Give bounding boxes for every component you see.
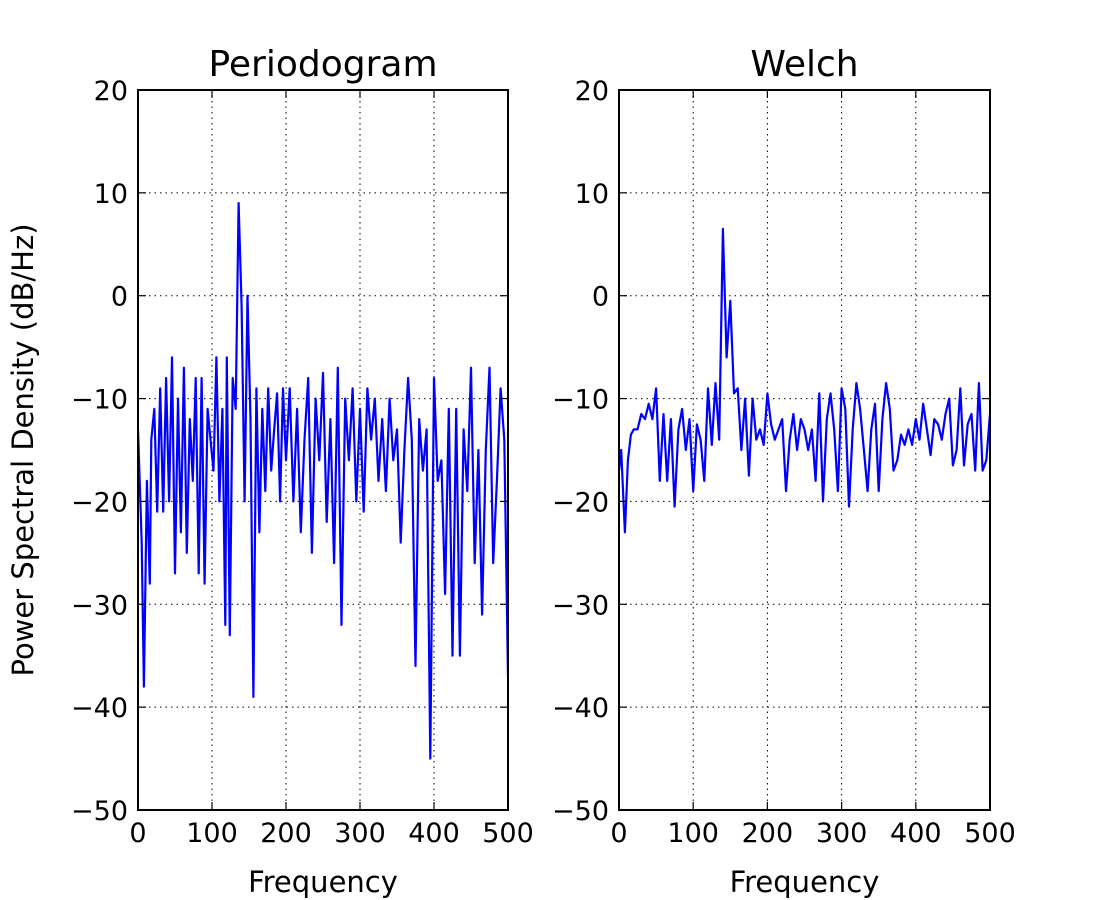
y-tick-label: −20 (71, 487, 128, 518)
x-tick-label: 300 (334, 818, 386, 849)
x-tick-label: 200 (260, 818, 312, 849)
y-tick-label: −10 (552, 385, 609, 416)
y-tick-label: −20 (552, 487, 609, 518)
y-axis-label: Power Spectral Density (dB/Hz) (6, 223, 40, 676)
y-tick-label: −50 (552, 796, 609, 827)
x-tick-label: 300 (816, 818, 868, 849)
x-tick-label: 0 (129, 818, 146, 849)
x-axis-label: Frequency (248, 865, 398, 899)
y-tick-label: 0 (111, 282, 128, 313)
y-tick-label: −30 (71, 590, 128, 621)
y-tick-label: −40 (552, 693, 609, 724)
subplot-welch: 0 100 200 300 400 50020100−10−20−30−40−50Welc… (552, 44, 1016, 899)
y-tick-label: 20 (575, 76, 609, 107)
x-axis-label: Frequency (730, 865, 880, 899)
x-tick-label: 200 (742, 818, 794, 849)
y-tick-label: 0 (592, 282, 609, 313)
x-tick-label: 400 (890, 818, 942, 849)
x-tick-label: 100 (186, 818, 238, 849)
subplot-title: Periodogram (208, 44, 437, 85)
axes-frame (618, 89, 991, 811)
x-tick-label: 400 (408, 818, 460, 849)
psd-line (619, 227, 990, 534)
y-tick-label: −50 (71, 796, 128, 827)
psd-line (138, 202, 508, 760)
x-tick-label: 100 (667, 818, 719, 849)
x-tick-label: 500 (482, 818, 534, 849)
subplot-title: Welch (750, 44, 858, 85)
subplot-periodogram: 0 100 200 300 400 50020100−10−20−30−40−50Peri… (6, 44, 534, 899)
y-tick-label: 10 (94, 179, 128, 210)
y-tick-label: −10 (71, 385, 128, 416)
y-tick-label: 10 (575, 179, 609, 210)
y-tick-label: −40 (71, 693, 128, 724)
axes-frame (137, 89, 509, 811)
y-tick-label: −30 (552, 590, 609, 621)
y-tick-label: 20 (94, 76, 128, 107)
x-tick-label: 500 (964, 818, 1016, 849)
x-tick-label: 0 (610, 818, 627, 849)
